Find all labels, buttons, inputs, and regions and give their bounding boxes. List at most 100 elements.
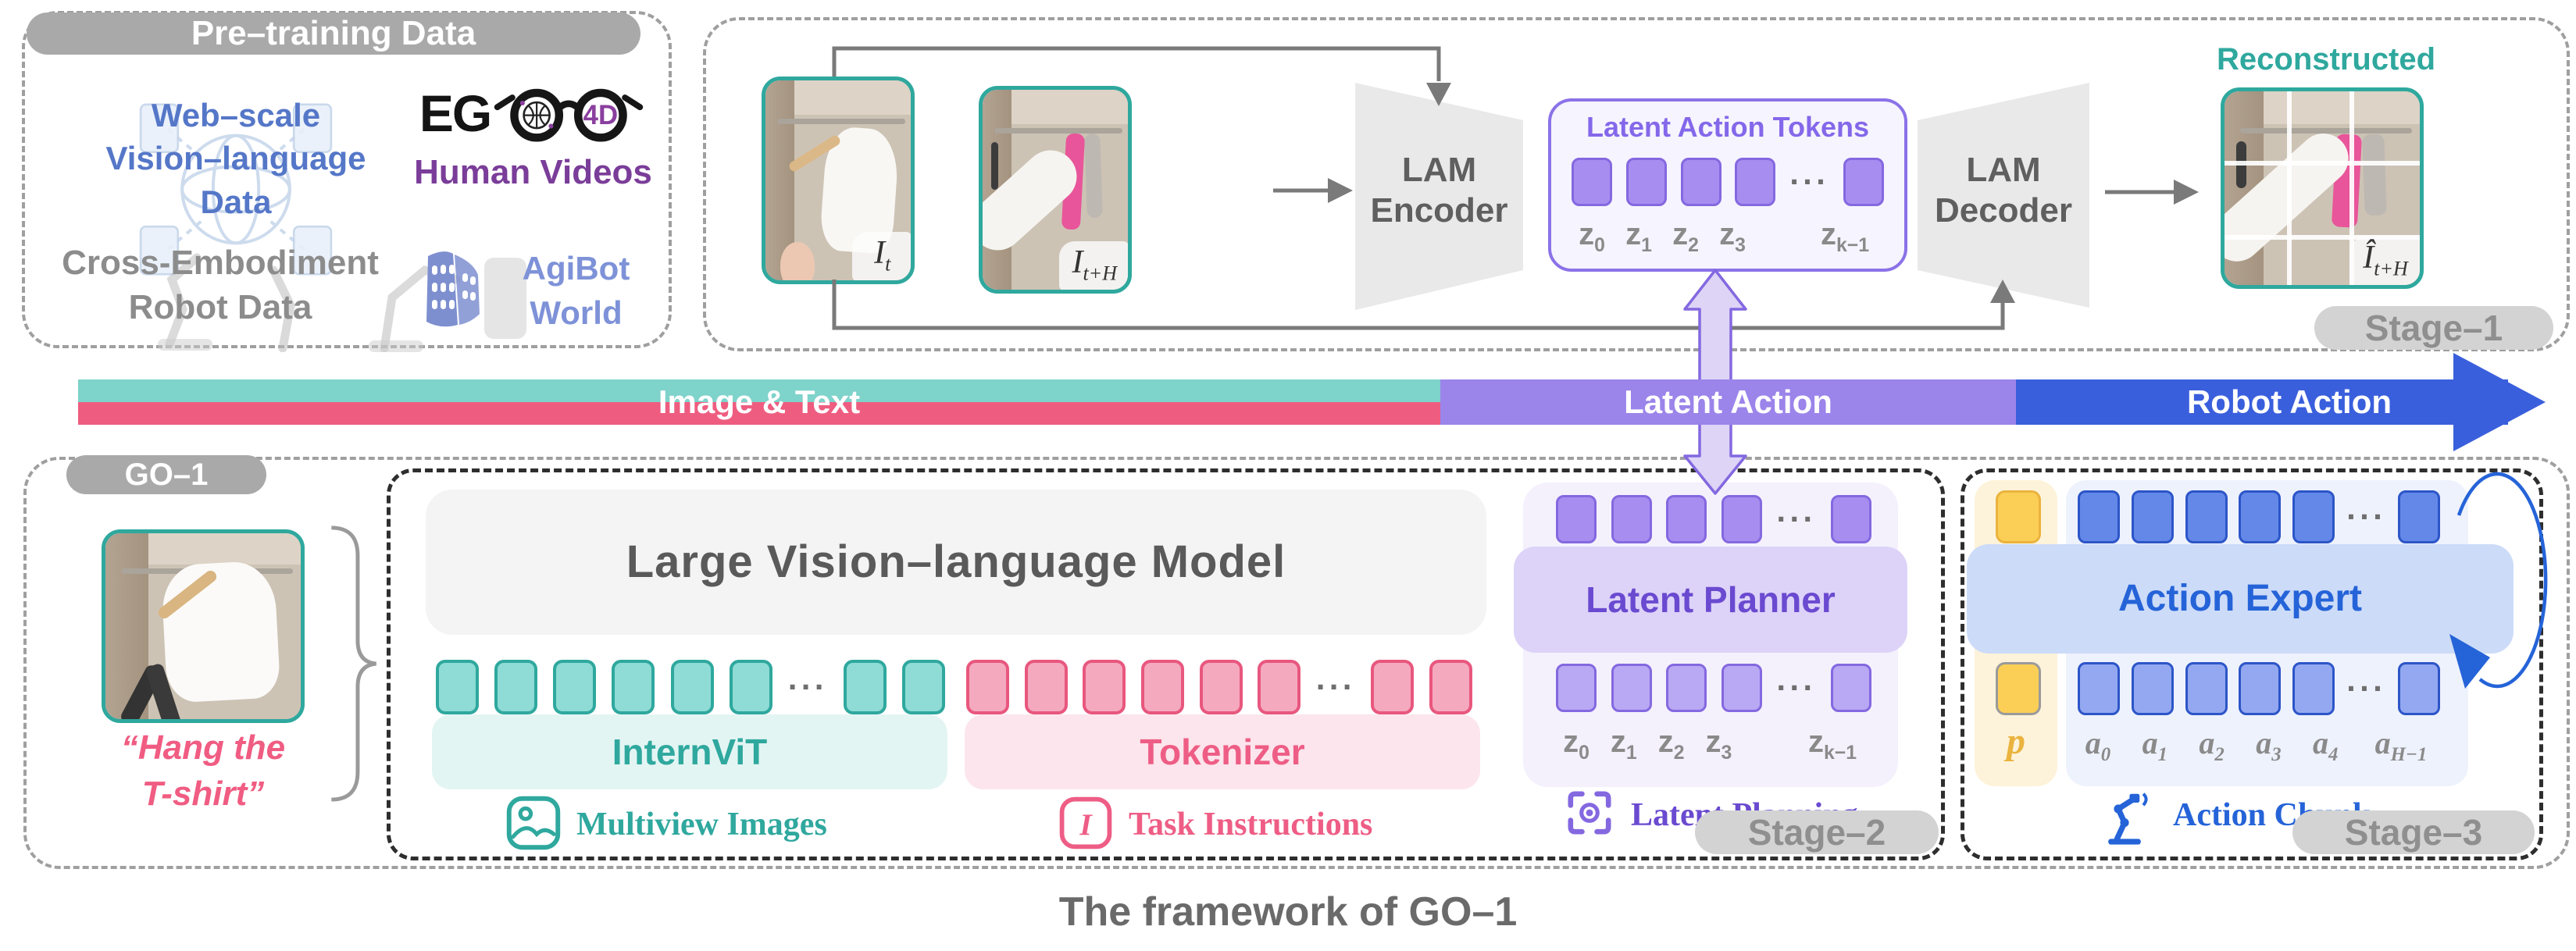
ellipsis: ··· xyxy=(787,668,828,705)
photo-rod xyxy=(2240,128,2412,134)
tokenizer-box: Tokenizer xyxy=(965,714,1480,789)
token xyxy=(1830,664,1871,712)
web-scale-data-label: Web–scale Vision–language Data xyxy=(105,97,366,220)
token xyxy=(2078,662,2120,715)
token xyxy=(1371,660,1415,714)
cross-embodiment-label: Cross-Embodiment Robot Data xyxy=(62,244,379,327)
latent-planner-box: Latent Planner xyxy=(1514,547,1907,653)
token xyxy=(553,660,597,714)
task-photo xyxy=(102,529,305,723)
lam-decoder-shape xyxy=(1918,83,2089,308)
go1-title: GO–1 xyxy=(66,455,266,494)
timeline-latent-action-bar: Latent Action xyxy=(1440,379,2016,425)
ellipsis: ··· xyxy=(2346,670,2387,707)
stage2-badge: Stage–2 xyxy=(1695,810,1939,854)
ellipsis: ··· xyxy=(1776,500,1817,537)
photo-rod xyxy=(994,127,1122,134)
token xyxy=(2185,490,2228,543)
action-bottom-token-row: ··· xyxy=(2078,662,2440,715)
ellipsis: ··· xyxy=(1789,163,1830,200)
patch-gridline xyxy=(2225,234,2420,240)
token xyxy=(1556,495,1597,543)
token xyxy=(1199,660,1243,714)
multiview-images-label: Multiview Images xyxy=(576,807,827,842)
token xyxy=(729,660,772,714)
token xyxy=(2131,490,2174,543)
grouping-brace xyxy=(331,525,377,802)
token xyxy=(1830,495,1871,543)
token xyxy=(2239,662,2282,715)
frame-recon-label: Ît+H xyxy=(2349,236,2420,285)
patch-gridline xyxy=(2225,161,2420,166)
svg-text:I: I xyxy=(1079,807,1093,842)
token xyxy=(1429,660,1472,714)
latent-action-tokens-title: Latent Action Tokens xyxy=(1586,111,1870,143)
token xyxy=(1611,495,1652,543)
token xyxy=(1721,495,1762,543)
token xyxy=(1625,158,1667,206)
latent-token-labels: z0 z1 z2 z3 zk−1 xyxy=(1579,217,1870,256)
ellipsis: ··· xyxy=(2346,498,2387,535)
wardrobe-photo-t-plus-h: It+H xyxy=(979,86,1132,294)
latent-token-row: ··· xyxy=(1572,158,1884,206)
proprio-token xyxy=(1996,490,2041,543)
ego4d-logo-text: EG xyxy=(419,84,492,142)
token xyxy=(1611,664,1652,712)
stage3-badge: Stage–3 xyxy=(2292,810,2535,854)
latent-action-tokens-box: Latent Action Tokens ··· z0 z1 z2 z3 zk−… xyxy=(1548,98,1907,272)
task-instructions-icon: I xyxy=(1059,796,1112,849)
task-instructions-label: Task Instructions xyxy=(1129,807,1373,842)
token xyxy=(1083,660,1126,714)
frame-t-plus-h-label: It+H xyxy=(1059,240,1128,290)
ego4d-glasses-icon: 4D xyxy=(494,88,644,142)
wardrobe-photo-t: It xyxy=(762,77,915,284)
token xyxy=(2292,490,2335,543)
latent-planning-icon xyxy=(1568,791,1611,835)
token xyxy=(2292,662,2335,715)
patch-gridline xyxy=(2349,91,2354,285)
action-top-token-row: ··· xyxy=(2078,490,2440,543)
human-videos-label: Human Videos xyxy=(414,153,652,191)
token xyxy=(1258,660,1301,714)
photo-hand xyxy=(780,242,815,280)
token xyxy=(670,660,714,714)
web-data-globe-art xyxy=(139,103,333,276)
robot-arms-art xyxy=(158,253,526,352)
token xyxy=(1666,664,1707,712)
agibot-world-label: AgiBot World xyxy=(522,250,630,331)
photo-gray-garment xyxy=(1084,133,1104,219)
image-text-teal-half xyxy=(78,379,1440,402)
token xyxy=(1140,660,1184,714)
token xyxy=(843,660,887,714)
task-instruction-text: “Hang the T-shirt” xyxy=(120,728,286,814)
robot-arm-icon xyxy=(2108,792,2148,845)
action-expert-box: Action Expert xyxy=(1967,544,2514,654)
token xyxy=(2239,490,2282,543)
image-text-pink-half xyxy=(78,402,1440,425)
stage1-badge: Stage–1 xyxy=(2314,306,2553,350)
photo-rod xyxy=(776,118,905,124)
ellipsis: ··· xyxy=(1315,668,1356,705)
token xyxy=(901,660,945,714)
timeline-robot-action-bar: Robot Action xyxy=(2016,379,2508,425)
pretraining-data-box: Web–scale Vision–language Data EG 4D xyxy=(22,11,672,352)
ellipsis: ··· xyxy=(1776,669,1817,706)
action-token-labels: a0 a1 a2 a3 a4 aH−1 xyxy=(2085,725,2428,765)
photo-door-handle xyxy=(991,141,999,190)
pretraining-title: Pre–training Data xyxy=(27,12,640,55)
timeline-arrowhead xyxy=(2453,353,2546,451)
token xyxy=(1666,495,1707,543)
multiview-images-icon xyxy=(506,796,561,850)
large-vision-language-model-box: Large Vision–language Model xyxy=(426,490,1486,635)
token xyxy=(2078,490,2120,543)
patch-gridline xyxy=(2287,91,2292,285)
ego4d-group: EG 4D Human Videos xyxy=(391,81,676,192)
proprio-label: p xyxy=(2007,721,2025,762)
photo-tshirt xyxy=(160,560,281,703)
reconstructed-label: Reconstructed xyxy=(2217,42,2436,77)
lam-encoder-shape xyxy=(1355,83,1523,310)
token xyxy=(612,660,655,714)
stage2-box xyxy=(387,468,1945,860)
token xyxy=(2397,662,2440,715)
